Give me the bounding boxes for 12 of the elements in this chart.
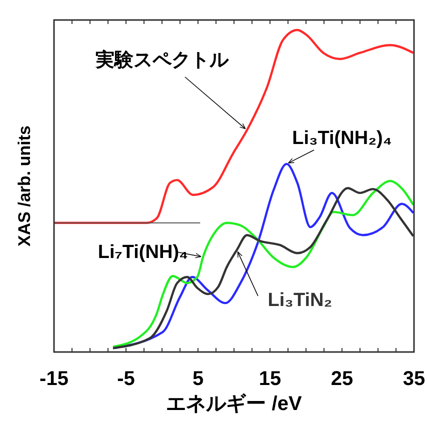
text: Li₃TiN₂: [268, 290, 332, 311]
x-tick-label: -15: [40, 368, 68, 390]
x-tick-label: 35: [402, 368, 426, 390]
x-axis-title: エネルギー /eV: [166, 393, 302, 415]
text: 実験スペクトル: [94, 49, 230, 71]
y-axis-title: XAS /arb. units: [15, 126, 34, 246]
x-tick-label: 15: [258, 368, 282, 390]
series-label: Li₃Ti(NH₂)₄: [292, 128, 392, 149]
x-tick-label: 25: [330, 368, 354, 390]
x-tick-label: -5: [117, 368, 135, 390]
series-label: Li₇Ti(NH)₄: [98, 242, 188, 263]
x-tick-label: 5: [192, 368, 204, 390]
